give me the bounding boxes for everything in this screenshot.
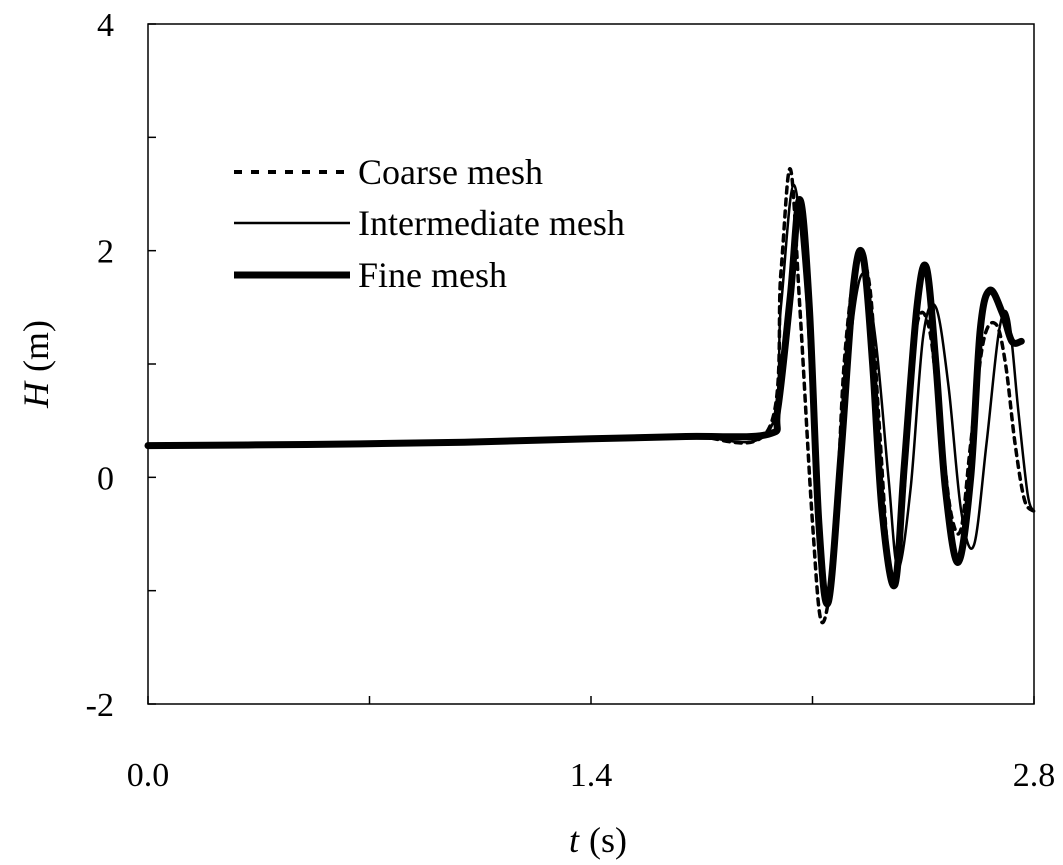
legend-label-fine: Fine mesh [358, 255, 507, 295]
y-tick-label: 2 [97, 234, 114, 271]
y-axis-symbol: H [16, 380, 56, 409]
x-axis-symbol: t [569, 820, 580, 860]
series-line-3 [144, 196, 1025, 608]
y-axis-title: H (m) [16, 320, 56, 409]
x-tick-label: 2.8 [1013, 757, 1056, 794]
legend-label-coarse: Coarse mesh [358, 152, 543, 192]
plot-frame [147, 23, 1035, 705]
y-tick-label: -2 [86, 687, 114, 724]
legend: Coarse mesh Intermediate mesh Fine mesh [234, 152, 625, 295]
y-tick-label: 0 [97, 460, 114, 497]
series-layer [144, 167, 1036, 625]
x-axis-unit: (s) [589, 820, 627, 860]
y-tick-label: 4 [97, 7, 114, 44]
legend-label-intermediate: Intermediate mesh [358, 203, 625, 243]
x-axis-title: t (s) [569, 820, 627, 860]
x-axis-ticks: 0.0 1.4 2.8 [127, 696, 1056, 794]
y-axis-ticks: -2 0 2 4 [86, 7, 156, 724]
x-tick-label: 0.0 [127, 757, 170, 794]
x-tick-label: 1.4 [570, 757, 613, 794]
y-axis-unit: (m) [16, 320, 56, 372]
